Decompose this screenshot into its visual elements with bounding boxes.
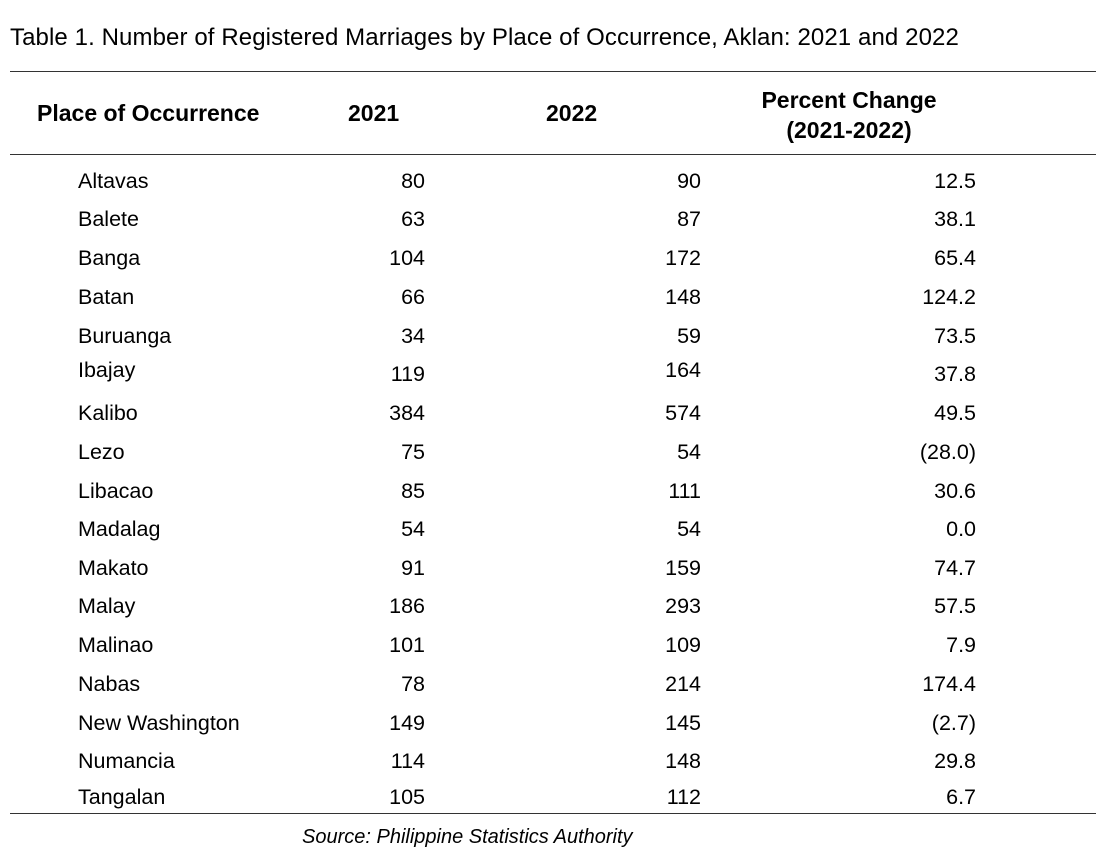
cell-percent-change: 30.6 (934, 479, 976, 503)
table-row: Tangalan 105 112 6.7 (0, 782, 1118, 812)
cell-2022: 109 (665, 633, 701, 657)
cell-percent-change: 6.7 (946, 785, 976, 809)
cell-2021: 63 (401, 207, 425, 231)
table-row: Numancia 114 148 29.8 (0, 746, 1118, 776)
table-row: Libacao 85 111 30.6 (0, 476, 1118, 506)
cell-2021: 104 (389, 246, 425, 270)
table-row: Nabas 78 214 174.4 (0, 669, 1118, 699)
cell-place: Numancia (78, 749, 175, 773)
header-rule (10, 154, 1096, 155)
cell-percent-change: 0.0 (946, 517, 976, 541)
cell-2022: 112 (666, 785, 701, 809)
table-row: New Washington 149 145 (2.7) (0, 708, 1118, 738)
header-place: Place of Occurrence (37, 100, 260, 126)
cell-2022: 159 (665, 556, 701, 580)
cell-2021: 78 (401, 672, 425, 696)
cell-place: Batan (78, 285, 135, 309)
header-percent-change-line1: Percent Change (761, 87, 937, 113)
cell-place: Lezo (78, 440, 125, 464)
cell-2022: 54 (677, 517, 701, 541)
table-row: Madalag 54 54 0.0 (0, 514, 1118, 544)
cell-2021: 186 (389, 594, 425, 618)
cell-2021: 66 (401, 285, 425, 309)
cell-percent-change: 37.8 (934, 362, 976, 386)
cell-place: Tangalan (78, 785, 166, 809)
table-row: Lezo 75 54 (28.0) (0, 437, 1118, 467)
cell-place: Madalag (78, 517, 161, 541)
cell-place: Libacao (78, 479, 154, 503)
cell-2022: 90 (677, 169, 701, 193)
cell-2021: 91 (401, 556, 425, 580)
cell-2021: 75 (401, 440, 425, 464)
cell-place: Malay (78, 594, 136, 618)
table-row: Balete 63 87 38.1 (0, 204, 1118, 234)
cell-2022: 148 (665, 749, 701, 773)
header-2021: 2021 (348, 100, 400, 126)
cell-percent-change: 38.1 (934, 207, 976, 231)
cell-2022: 54 (677, 440, 701, 464)
cell-2022: 293 (665, 594, 701, 618)
cell-percent-change: (28.0) (919, 440, 976, 464)
cell-2022: 172 (665, 246, 701, 270)
table-row: Kalibo 384 574 49.5 (0, 398, 1118, 428)
cell-percent-change: 74.7 (934, 556, 976, 580)
cell-place: Malinao (78, 633, 154, 657)
cell-percent-change: 124.2 (922, 285, 976, 309)
cell-2022: 164 (665, 358, 701, 382)
table-row: Malay 186 293 57.5 (0, 591, 1118, 621)
cell-percent-change: 7.9 (946, 633, 976, 657)
header-percent-change: Percent Change (2021-2022) (740, 85, 958, 145)
cell-place: Banga (78, 246, 141, 270)
cell-2021: 105 (389, 785, 425, 809)
cell-percent-change: 174.4 (922, 672, 976, 696)
cell-2022: 87 (677, 207, 701, 231)
cell-percent-change: 49.5 (934, 401, 976, 425)
top-rule (10, 71, 1096, 72)
cell-place: Kalibo (78, 401, 138, 425)
cell-place: New Washington (78, 711, 240, 735)
table-row: Ibajay 119 164 37.8 (0, 355, 1118, 386)
cell-place: Makato (78, 556, 149, 580)
cell-place: Buruanga (78, 324, 172, 348)
cell-2021: 114 (390, 749, 425, 773)
table-row: Buruanga 34 59 73.5 (0, 321, 1118, 351)
table-row: Altavas 80 90 12.5 (0, 166, 1118, 196)
table-row: Malinao 101 109 7.9 (0, 630, 1118, 660)
cell-2021: 101 (389, 633, 425, 657)
cell-2022: 214 (665, 672, 701, 696)
cell-2022: 59 (677, 324, 701, 348)
cell-percent-change: (2.7) (931, 711, 976, 735)
cell-2021: 149 (389, 711, 425, 735)
cell-2022: 145 (665, 711, 701, 735)
cell-place: Balete (78, 207, 139, 231)
cell-2021: 85 (401, 479, 425, 503)
cell-place: Nabas (78, 672, 141, 696)
header-2022: 2022 (546, 100, 598, 126)
cell-percent-change: 57.5 (934, 594, 976, 618)
bottom-rule (10, 813, 1096, 814)
header-percent-change-line2: (2021-2022) (786, 117, 912, 143)
cell-percent-change: 29.8 (934, 749, 976, 773)
table-row: Banga 104 172 65.4 (0, 243, 1118, 273)
table-title: Table 1. Number of Registered Marriages … (10, 24, 959, 51)
cell-2022: 574 (665, 401, 701, 425)
cell-2021: 384 (389, 401, 425, 425)
cell-2021: 119 (390, 362, 425, 386)
cell-2021: 80 (401, 169, 425, 193)
cell-2022: 148 (665, 285, 701, 309)
cell-percent-change: 73.5 (934, 324, 976, 348)
cell-2021: 54 (401, 517, 425, 541)
cell-2021: 34 (401, 324, 425, 348)
cell-percent-change: 65.4 (934, 246, 976, 270)
cell-percent-change: 12.5 (934, 169, 976, 193)
cell-2022: 111 (668, 479, 701, 503)
table-row: Makato 91 159 74.7 (0, 553, 1118, 583)
source-note: Source: Philippine Statistics Authority (302, 826, 633, 848)
cell-place: Altavas (78, 169, 149, 193)
cell-place: Ibajay (78, 358, 136, 382)
table-row: Batan 66 148 124.2 (0, 282, 1118, 312)
